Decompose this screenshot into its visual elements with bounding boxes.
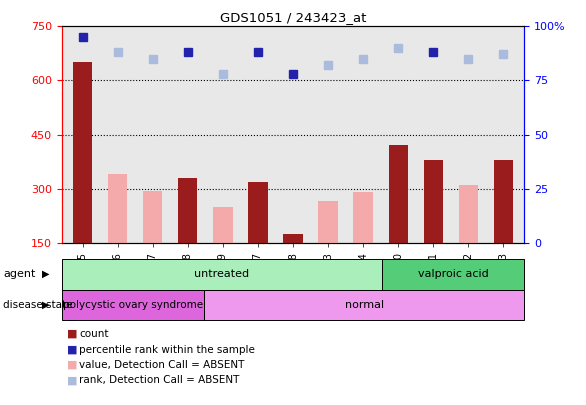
Text: ■: ■ xyxy=(67,360,78,370)
Bar xyxy=(73,62,92,243)
Bar xyxy=(382,259,524,290)
Bar xyxy=(353,192,373,243)
Text: normal: normal xyxy=(345,300,384,310)
Text: ▶: ▶ xyxy=(42,300,49,309)
Bar xyxy=(494,160,513,243)
Bar xyxy=(284,234,302,243)
Bar xyxy=(318,201,338,243)
Text: percentile rank within the sample: percentile rank within the sample xyxy=(79,345,255,354)
Bar xyxy=(424,160,443,243)
Bar xyxy=(62,290,204,320)
Text: ▶: ▶ xyxy=(42,269,49,279)
Text: agent: agent xyxy=(3,269,35,279)
Text: ■: ■ xyxy=(67,329,78,339)
Text: polycystic ovary syndrome: polycystic ovary syndrome xyxy=(63,300,203,310)
Bar xyxy=(108,175,127,243)
Text: value, Detection Call = ABSENT: value, Detection Call = ABSENT xyxy=(79,360,244,370)
Bar xyxy=(389,145,408,243)
Bar xyxy=(248,181,268,243)
Text: ■: ■ xyxy=(67,375,78,385)
Bar xyxy=(62,259,382,290)
Text: ■: ■ xyxy=(67,345,78,354)
Bar xyxy=(459,185,478,243)
Text: disease state: disease state xyxy=(3,300,73,309)
Bar xyxy=(213,207,233,243)
Text: rank, Detection Call = ABSENT: rank, Detection Call = ABSENT xyxy=(79,375,240,385)
Text: count: count xyxy=(79,329,108,339)
Bar xyxy=(204,290,524,320)
Title: GDS1051 / 243423_at: GDS1051 / 243423_at xyxy=(220,11,366,24)
Text: untreated: untreated xyxy=(194,269,249,279)
Bar xyxy=(178,178,197,243)
Text: valproic acid: valproic acid xyxy=(418,269,489,279)
Bar xyxy=(143,191,162,243)
